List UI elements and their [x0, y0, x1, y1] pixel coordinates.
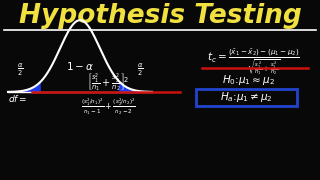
Text: $\left[\frac{s_1^2}{n_1}+\frac{s_2^2}{n_2}\right]^{\!2}$: $\left[\frac{s_1^2}{n_1}+\frac{s_2^2}{n_…	[87, 71, 129, 93]
Polygon shape	[8, 82, 41, 92]
Text: $1-\alpha$: $1-\alpha$	[66, 60, 94, 72]
Text: $t_c = \frac{(\bar{x}_1-\bar{x}_2)-(\mu_1-\mu_2)}{\sqrt{\frac{s_1^{\,2}}{n_1}+\f: $t_c = \frac{(\bar{x}_1-\bar{x}_2)-(\mu_…	[206, 48, 300, 76]
Polygon shape	[119, 82, 152, 92]
Text: $\frac{(s_1^2/n_1)^2}{n_1-1}+\frac{(s_2^2/n_2)^2}{n_2-2}$: $\frac{(s_1^2/n_1)^2}{n_1-1}+\frac{(s_2^…	[81, 97, 135, 117]
Text: $H_0\colon \mu_1 \approx \mu_2$: $H_0\colon \mu_1 \approx \mu_2$	[221, 73, 275, 87]
Text: $H_a\colon \mu_1 \neq \mu_2$: $H_a\colon \mu_1 \neq \mu_2$	[220, 90, 272, 104]
Text: $\frac{\alpha}{2}$: $\frac{\alpha}{2}$	[137, 62, 143, 78]
Text: $df=$: $df=$	[8, 93, 27, 103]
Text: Hypothesis Testing: Hypothesis Testing	[19, 3, 301, 29]
Text: $\frac{\alpha}{2}$: $\frac{\alpha}{2}$	[17, 62, 23, 78]
